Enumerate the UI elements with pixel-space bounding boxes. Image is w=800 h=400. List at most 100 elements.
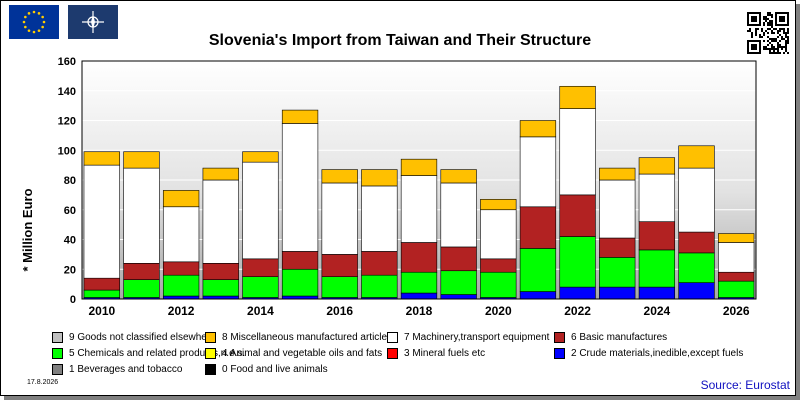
legend-item: 7 Machinery,transport equipment <box>387 332 549 343</box>
bar-segment <box>638 221 676 251</box>
x-tick-label: 2016 <box>326 304 353 318</box>
legend-label: 7 Machinery,transport equipment <box>404 332 550 343</box>
bar-segment <box>321 276 358 298</box>
bar-segment <box>559 236 596 288</box>
bar-segment <box>400 175 438 243</box>
y-tick-label: 0 <box>70 294 76 306</box>
legend-swatch <box>554 348 565 359</box>
x-tick-label: 2014 <box>247 304 274 318</box>
chart-title: Slovenia's Import from Taiwan and Their … <box>208 32 592 49</box>
bar-segment <box>638 286 676 300</box>
bar-segment <box>718 242 755 273</box>
legend-swatch <box>205 348 216 359</box>
x-tick-label: 2020 <box>485 304 512 318</box>
stacked-bar-chart: 0 20 40 60 80 100 120 140 160 2010 2012 2014 2016 201… <box>58 56 757 318</box>
date-stamp: 17.8.2026 <box>27 379 59 386</box>
bar-segment <box>162 274 200 297</box>
bar-segment <box>162 261 200 276</box>
x-tick-label: 2024 <box>644 304 671 318</box>
bar-segment <box>361 251 398 276</box>
legend-label: 3 Mineral fuels etc <box>404 348 486 359</box>
legend-swatch <box>205 332 216 343</box>
bar-segment <box>321 169 358 184</box>
bar-segment <box>678 282 715 300</box>
legend-item: 3 Mineral fuels etc <box>387 348 485 359</box>
bar-segment <box>361 274 398 298</box>
bar-segment <box>599 286 636 300</box>
bar-segment <box>599 179 636 239</box>
legend-swatch <box>387 348 398 359</box>
bar-segment <box>718 233 755 243</box>
bar-segment <box>123 279 160 298</box>
bar-segment <box>361 185 398 252</box>
bar-segment <box>559 286 596 300</box>
bar-segment <box>281 268 319 297</box>
legend-item: 6 Basic manufactures <box>554 332 667 343</box>
bar-segment <box>559 85 596 109</box>
bar-segment <box>242 276 279 298</box>
bar-segment <box>123 167 160 264</box>
bar-segment <box>638 173 676 222</box>
bar-segment <box>123 151 160 169</box>
bar-segment <box>83 289 120 298</box>
plot-border <box>81 60 757 300</box>
source-note: Source: Eurostat <box>700 378 790 392</box>
bar-segment <box>638 157 676 175</box>
legend-swatch <box>554 332 565 343</box>
legend-swatch <box>205 364 216 375</box>
x-tick-label: 2026 <box>723 304 750 318</box>
bar-segment <box>400 271 438 294</box>
bar-segment <box>559 194 596 237</box>
bar-segment <box>519 291 557 300</box>
bar-segment <box>400 158 438 176</box>
legend-item: 9 Goods not classified elsewhere <box>52 332 216 343</box>
bar-segment <box>480 258 517 273</box>
legend-item: 8 Miscellaneous manufactured articles <box>205 332 392 343</box>
bar-segment <box>440 270 477 295</box>
bar-segment <box>123 262 160 280</box>
bar-segment <box>519 120 557 138</box>
legend-label: 9 Goods not classified elsewhere <box>69 332 216 343</box>
bar-segment <box>519 248 557 292</box>
x-tick-label: 2010 <box>88 304 115 318</box>
bar-segment <box>440 169 477 184</box>
bar-segment <box>202 167 239 181</box>
bar-segment <box>202 179 239 264</box>
legend-label: 8 Miscellaneous manufactured articles <box>222 332 393 343</box>
bar-segment <box>519 136 557 208</box>
bar-segment <box>242 161 279 260</box>
bar-segment <box>559 108 596 196</box>
legend-swatch <box>52 364 63 375</box>
legend-item: 5 Chemicals and related products,n.e.s. <box>52 348 245 359</box>
legend-item: 4 Animal and vegetable oils and fats <box>205 348 382 359</box>
bar-segment <box>718 271 755 282</box>
y-tick-label: 40 <box>64 235 76 247</box>
bar-segment <box>480 209 517 260</box>
bar-segment <box>638 249 676 288</box>
legend-label: 6 Basic manufactures <box>571 332 668 343</box>
bar-segment <box>519 206 557 249</box>
y-tick-label: 160 <box>58 56 76 68</box>
legend-swatch <box>52 332 63 343</box>
bar-segment <box>599 257 636 288</box>
legend-label: 0 Food and live animals <box>222 364 328 375</box>
bar-segment <box>440 246 477 272</box>
bar-segment <box>321 182 358 255</box>
bar-segment <box>281 109 319 124</box>
y-tick-label: 140 <box>58 86 76 98</box>
nato-flag-icon <box>68 5 118 39</box>
eu-flag-icon <box>9 5 59 39</box>
bar-segment <box>678 252 715 283</box>
bar-segment <box>202 279 239 297</box>
bar-segment <box>678 145 715 169</box>
legend-swatch <box>52 348 63 359</box>
legend-item: 0 Food and live animals <box>205 364 328 375</box>
bar-segment <box>281 123 319 252</box>
bar-segment <box>202 262 239 280</box>
x-tick-label: 2012 <box>168 304 195 318</box>
bar-segment <box>242 151 279 163</box>
legend-label: 2 Crude materials,inedible,except fuels <box>571 348 744 359</box>
bar-segment <box>162 190 200 208</box>
legend-label: 5 Chemicals and related products,n.e.s. <box>69 348 246 359</box>
bar-segment <box>599 167 636 181</box>
